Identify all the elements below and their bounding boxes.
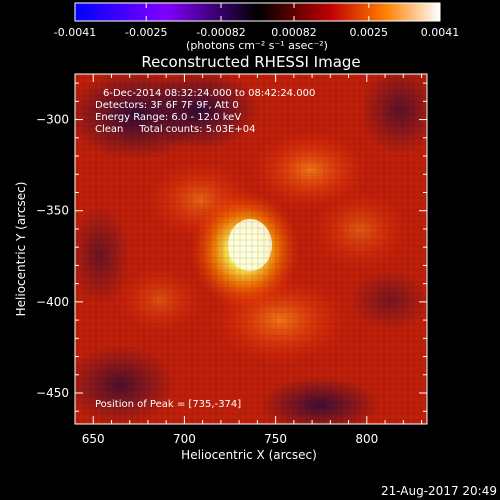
annotation-time-range: 6-Dec-2014 08:32:24.000 to 08:42:24.000 xyxy=(103,88,315,99)
y-tick-label: −400 xyxy=(36,295,69,309)
annotation-clean-counts: Clean Total counts: 5.03E+04 xyxy=(95,124,255,135)
x-tick-label: 650 xyxy=(82,432,105,446)
y-tick-label: −450 xyxy=(36,386,69,400)
colorbar xyxy=(74,2,441,22)
annotation-energy-range: Energy Range: 6.0 - 12.0 keV xyxy=(95,112,241,123)
plot-frame xyxy=(74,73,428,425)
colorbar-tick-label: -0.0025 xyxy=(125,26,167,39)
annotation-peak-position: Position of Peak = [735,-374] xyxy=(95,399,241,410)
x-axis-label: Heliocentric X (arcsec) xyxy=(181,448,317,462)
colorbar-ticks: -0.0041 -0.0025 -0.00082 0.00082 0.0025 0.004… xyxy=(54,3,459,39)
footer-timestamp: 21-Aug-2017 20:49 xyxy=(381,484,497,498)
x-tick-label: 800 xyxy=(355,432,378,446)
colorbar-tick-label: -0.0041 xyxy=(54,26,96,39)
x-tick-label: 750 xyxy=(264,432,287,446)
heatmap-image xyxy=(75,74,427,424)
colorbar-tick-label: 0.0041 xyxy=(421,26,460,39)
axis-ticks: 650 700 750 800 −300 −350 −400 −450 xyxy=(36,74,427,446)
x-tick-label: 700 xyxy=(173,432,196,446)
y-tick-label: −350 xyxy=(36,204,69,218)
y-axis-label: Heliocentric Y (arcsec) xyxy=(14,182,28,317)
colorbar-tick-label: -0.00082 xyxy=(196,26,245,39)
colorbar-unit-label: (photons cm⁻² s⁻¹ asec⁻²) xyxy=(186,39,328,52)
chart-title: Reconstructed RHESSI Image xyxy=(141,53,360,71)
colorbar-tick-label: 0.00082 xyxy=(271,26,317,39)
colorbar-tick-label: 0.0025 xyxy=(350,26,389,39)
y-tick-label: −300 xyxy=(36,113,69,127)
annotation-detectors: Detectors: 3F 6F 7F 9F, Att 0 xyxy=(95,100,239,111)
